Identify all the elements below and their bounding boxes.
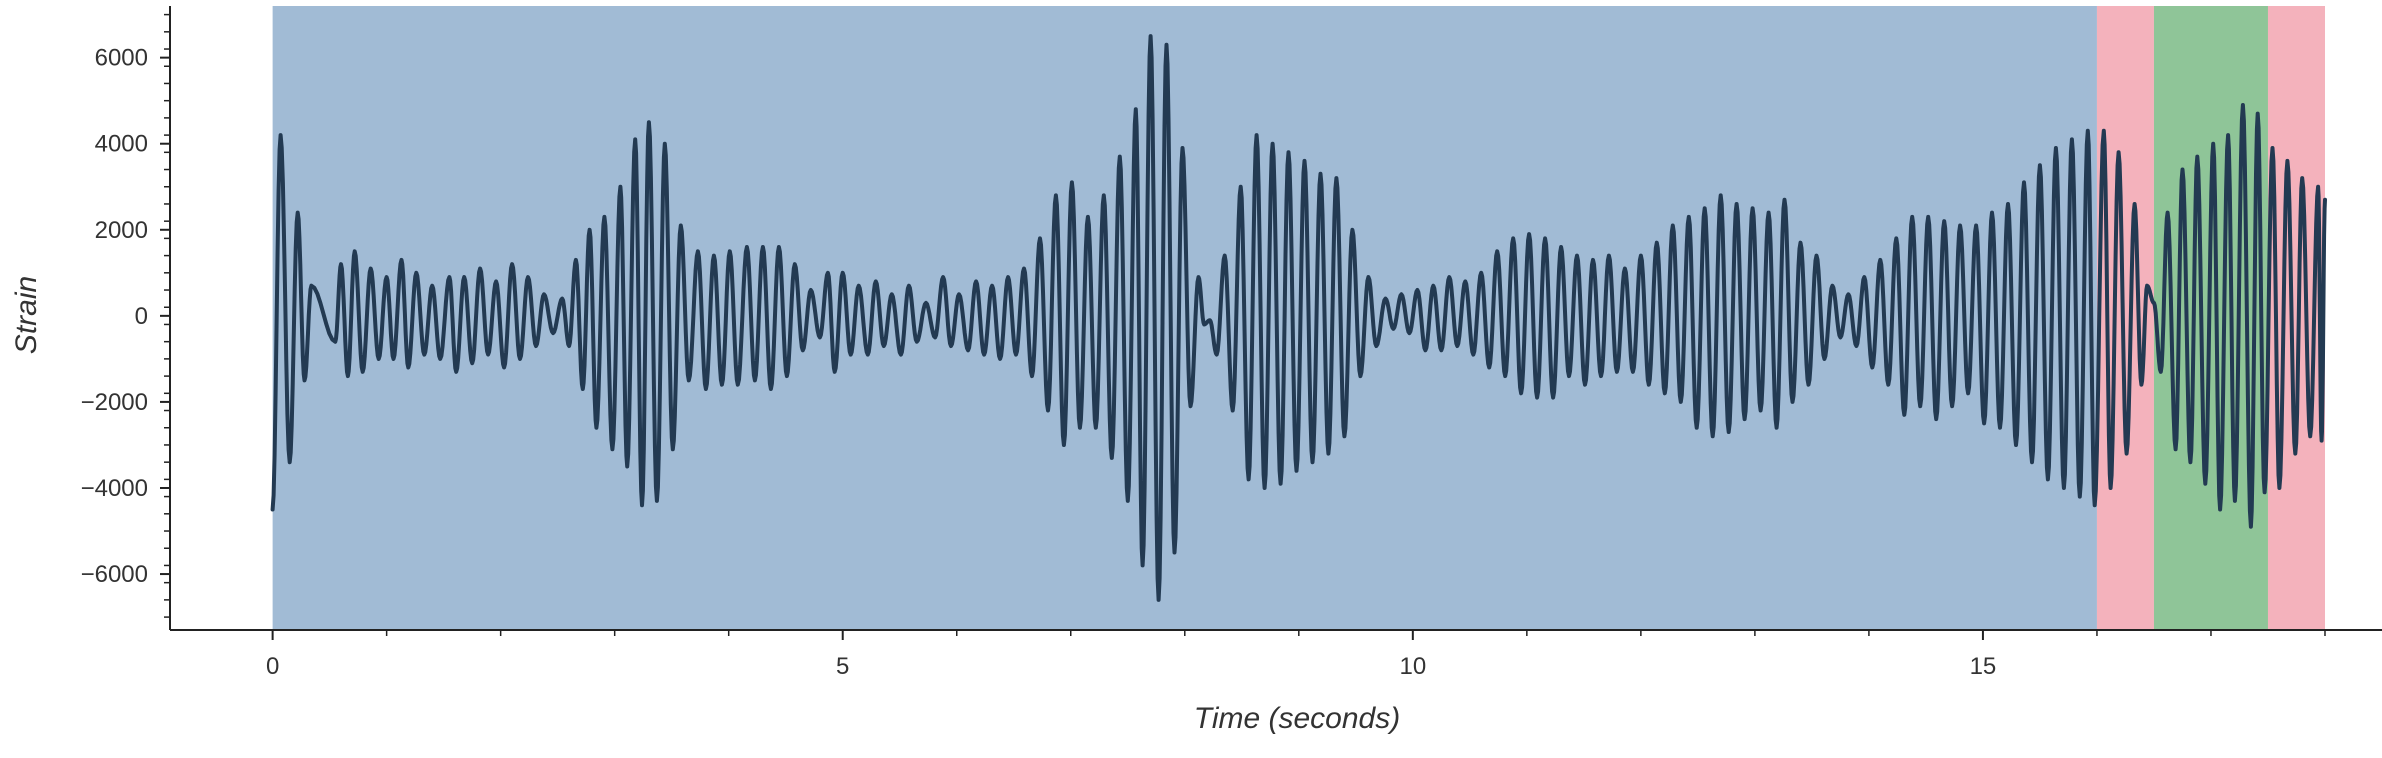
y-tick-label: 6000 [95,45,148,72]
x-tick-label: 15 [1970,653,1997,680]
y-tick-label: 2000 [95,217,148,244]
y-axis-title: Strain [10,276,43,354]
axes: 6000 4000 2000 0 −2000 −4000 −6000 0 5 10 15 [81,6,2382,680]
x-tick-label: 5 [836,653,849,680]
y-tick-label: −4000 [81,475,148,502]
x-tick-label: 0 [266,653,279,680]
series-line-1 [270,34,2327,602]
shaded-regions [272,6,2325,630]
x-tick-label: 10 [1399,653,1426,680]
y-tick-label: −6000 [81,561,148,588]
shaded-region-1 [272,6,2097,630]
y-tick-label: 4000 [95,131,148,158]
x-axis-title: Time (seconds) [1194,702,1400,735]
y-tick-label: 0 [135,303,148,330]
series-layer [270,34,2327,602]
y-tick-label: −2000 [81,389,148,416]
